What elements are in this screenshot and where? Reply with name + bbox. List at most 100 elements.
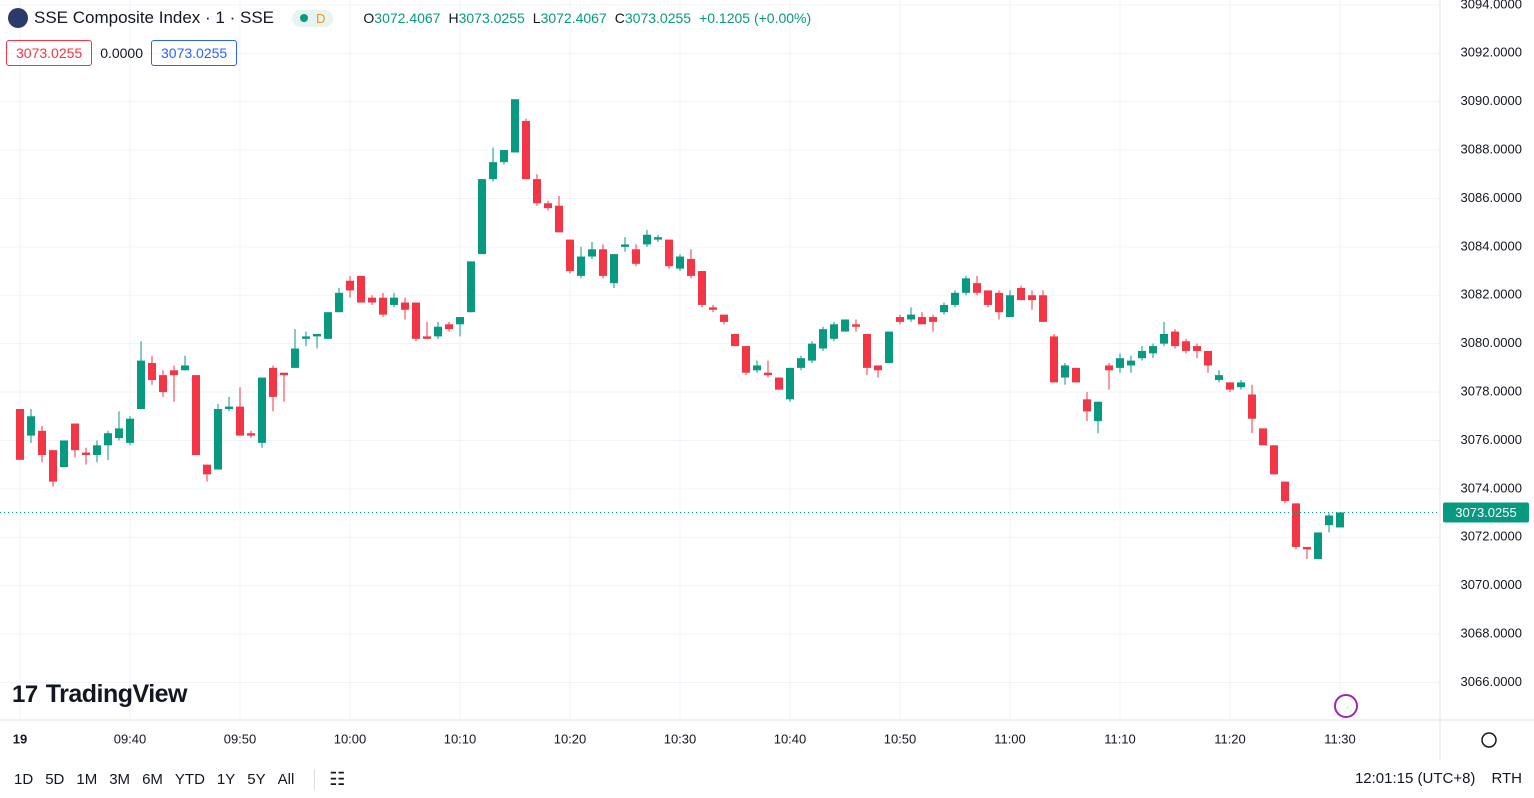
candle-body	[1116, 358, 1124, 368]
candle-body	[753, 365, 761, 371]
candle-body	[390, 297, 398, 305]
y-tick-label: 3094.0000	[1461, 0, 1522, 11]
candle	[1215, 370, 1223, 383]
candle-body	[533, 179, 541, 204]
candle-body	[841, 319, 849, 332]
candle	[808, 341, 816, 364]
range-buttons: 1D 5D 1M 3M 6M YTD 1Y 5Y All	[0, 771, 300, 788]
candle-body	[896, 317, 904, 322]
range-button[interactable]: 6M	[142, 770, 163, 788]
market-status[interactable]: D	[292, 9, 334, 27]
candle	[753, 360, 761, 373]
ask-box[interactable]: 3073.0255	[151, 40, 238, 66]
candle-body	[1182, 341, 1190, 351]
candle	[302, 331, 310, 347]
candle-body	[346, 280, 354, 291]
range-button[interactable]: YTD	[174, 770, 205, 788]
candle-body	[1281, 481, 1289, 501]
range-button[interactable]: 1Y	[216, 770, 236, 788]
candle	[1083, 392, 1091, 422]
session[interactable]: RTH	[1491, 770, 1522, 787]
candle	[16, 409, 24, 460]
candle-body	[126, 418, 134, 443]
candle	[115, 411, 123, 441]
candle	[1248, 384, 1256, 434]
candle	[335, 288, 343, 313]
candle	[1237, 379, 1245, 390]
candle	[885, 331, 893, 364]
candle-body	[764, 372, 772, 376]
candle-body	[137, 360, 145, 410]
range-button[interactable]: 1M	[76, 770, 98, 788]
candle-body	[181, 365, 189, 371]
candle-body	[775, 377, 783, 390]
candle-body	[940, 304, 948, 313]
candle	[27, 409, 35, 443]
candle	[401, 297, 409, 320]
brand-name: TradingView	[45, 680, 188, 708]
candle-body	[1006, 295, 1014, 318]
candle-body	[885, 331, 893, 364]
candle-body	[104, 433, 112, 446]
candle-body	[324, 312, 332, 339]
candle-body	[1138, 350, 1146, 359]
candle	[610, 254, 618, 288]
last-price-label: 3073.0255	[1455, 505, 1516, 520]
candle	[841, 319, 849, 332]
x-tick-label: 10:50	[884, 731, 917, 746]
bid-box[interactable]: 3073.0255	[6, 40, 93, 66]
y-tick-label: 3078.0000	[1461, 384, 1522, 399]
candle-body	[984, 290, 992, 305]
symbol-title[interactable]: SSE Composite Index · 1 · SSE	[34, 8, 274, 27]
candle-body	[698, 271, 706, 305]
candle	[764, 360, 772, 378]
candle-body	[1127, 360, 1135, 366]
candle	[830, 321, 838, 342]
range-button[interactable]: 5Y	[247, 770, 266, 788]
candle	[797, 355, 805, 371]
candle	[665, 239, 673, 269]
candle-body	[489, 162, 497, 180]
candle	[819, 326, 827, 351]
legend-key: L	[532, 10, 541, 26]
candle-body	[115, 428, 123, 439]
candle-body	[1215, 375, 1223, 380]
candle-body	[302, 336, 310, 339]
candle	[1204, 350, 1212, 373]
candle-body	[786, 367, 794, 400]
candle-body	[247, 433, 255, 436]
range-button[interactable]: 5D	[45, 770, 65, 788]
candle-body	[588, 249, 596, 257]
candle-body	[1094, 401, 1102, 422]
candle-body	[379, 297, 387, 315]
candle	[962, 275, 970, 296]
candle-body	[456, 317, 464, 325]
date-range-icon[interactable]: ☷	[314, 768, 345, 790]
x-tick-label: 19	[13, 731, 27, 746]
candle	[71, 423, 79, 458]
candle-body	[566, 239, 574, 272]
candle-body	[1028, 295, 1036, 301]
candle	[280, 372, 288, 402]
candle	[698, 271, 706, 308]
candle	[621, 237, 629, 252]
candle	[940, 302, 948, 315]
candle-body	[1325, 515, 1333, 526]
status-label: D	[316, 10, 326, 26]
candle	[126, 416, 134, 446]
candle	[687, 249, 695, 279]
clock[interactable]: 12:01:15 (UTC+8)	[1354, 770, 1476, 787]
settings-icon	[1481, 732, 1497, 748]
range-button[interactable]: 1D	[14, 770, 34, 788]
range-button[interactable]: All	[277, 770, 295, 788]
candle	[973, 275, 981, 296]
candle-body	[500, 150, 508, 163]
legend-key: C	[614, 10, 625, 26]
candle-body	[709, 307, 717, 310]
candle	[467, 261, 475, 313]
range-button[interactable]: 3M	[109, 770, 131, 788]
candle-body	[962, 278, 970, 293]
candle	[357, 275, 365, 303]
candle	[60, 440, 68, 468]
candle-body	[1160, 333, 1168, 344]
